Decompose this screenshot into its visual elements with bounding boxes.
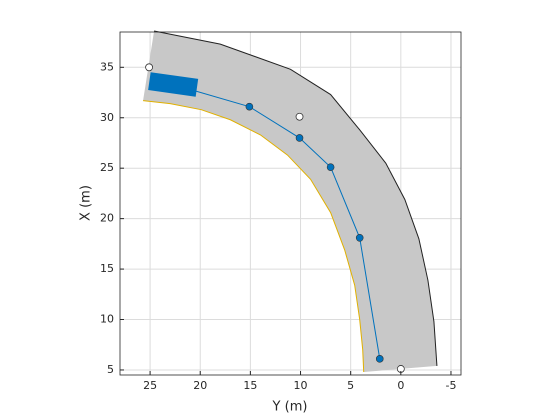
road-marker — [145, 63, 153, 72]
waypoint — [326, 163, 335, 171]
y-tick-label: 35 — [100, 60, 114, 73]
waypoint — [375, 355, 384, 363]
y-tick-label: 30 — [100, 111, 114, 124]
y-tick-label: 15 — [100, 262, 114, 275]
waypoint — [355, 234, 364, 242]
x-tick-label: 25 — [143, 379, 157, 392]
x-tick-label: 0 — [397, 379, 404, 392]
vehicle — [148, 72, 199, 97]
y-tick-label: 20 — [100, 212, 114, 225]
road-surface — [143, 30, 437, 372]
x-tick-label: 10 — [294, 379, 308, 392]
y-axis-label: X (m) — [79, 185, 94, 221]
x-tick-label: 5 — [347, 379, 354, 392]
waypoint — [295, 134, 304, 142]
axes-box — [119, 31, 462, 376]
road-edge — [154, 30, 438, 366]
y-tick-label: 5 — [107, 363, 114, 376]
y-tick-label: 25 — [100, 161, 114, 174]
x-tick-label: 20 — [193, 379, 207, 392]
x-axis-label: Y (m) — [272, 400, 308, 415]
road-edge — [143, 100, 365, 372]
x-tick-label: 15 — [243, 379, 257, 392]
x-tick-label: -5 — [445, 379, 456, 392]
waypoint — [245, 102, 254, 111]
road-marker — [295, 112, 304, 121]
y-tick-label: 10 — [100, 313, 114, 326]
trajectory — [173, 83, 381, 359]
